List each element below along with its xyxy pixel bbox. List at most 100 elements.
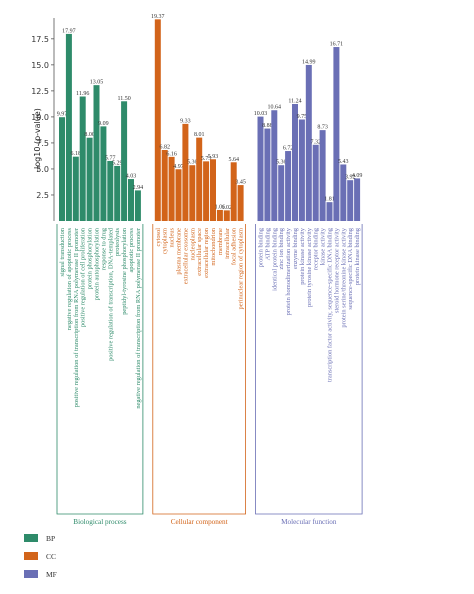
bar-bp [59,117,65,221]
data-label: 17.97 [62,28,76,34]
legend-label-mf: MF [46,570,57,579]
data-label: 8.88 [262,123,273,129]
data-label: 5.36 [276,160,287,166]
data-label: 4.97 [173,164,184,170]
category-label: zinc ion binding [278,227,285,269]
data-label: 3.45 [235,180,246,186]
data-label: 2.94 [133,185,144,191]
data-label: 5.43 [338,159,349,165]
bar-mf [319,130,326,221]
category-label: kinase activity [320,227,327,265]
data-label: 6.18 [71,151,82,157]
bar-cc [168,156,175,221]
y-tick-label: 15.0 [31,61,49,70]
category-label: extracellular region [203,227,210,278]
data-label: 7.32 [310,139,321,145]
data-label: 5.73 [201,156,212,162]
bar-cc [161,150,168,221]
data-label: 1.81 [324,197,335,203]
legend-swatch-cc [24,552,38,560]
bar-mf [340,164,347,221]
data-label: 4.03 [126,174,137,180]
category-label: positive regulation of cell proliferatio… [80,227,87,327]
bar-cc [223,210,230,221]
data-label: 9.33 [180,118,191,124]
bar-bp [72,156,79,221]
data-label: 11.96 [76,91,89,97]
group-bracket-mf [255,224,363,515]
category-label: extracellular space [196,228,203,276]
category-label: cytoplasm [162,228,169,254]
category-label: protein autophosphorylation [94,227,101,300]
category-label: apoptotic process [128,227,135,272]
bar-bp [93,85,100,222]
bar-bp [128,179,134,221]
bar-cc [154,19,161,221]
category-label: sequence-specific DNA binding [347,227,354,309]
group-brackets: Biological process Cellular component Mole… [56,224,363,526]
bar-mf [312,144,319,221]
legend-label-cc: CC [46,552,56,561]
category-label: response to drug [100,227,107,270]
group-label-cc: Cellular component [171,518,228,526]
data-label: 3.92 [345,175,356,181]
bar-mf [264,128,271,221]
category-label: membrane [217,228,224,255]
y-tick-label: 10.0 [31,113,49,122]
category-label: protein kinase activity [299,227,306,285]
y-axis: 2.5 5.0 7.5 10.0 12.5 15.0 17.5 [31,18,55,221]
category-label: plasma membrane [176,228,183,275]
data-label: 9.75 [297,114,308,120]
legend-label-bp: BP [46,534,55,543]
category-label: enzyme binding [292,227,299,269]
bar-mf [278,165,285,221]
category-label: protein tyrosine kinase activity [306,227,313,307]
data-label: 19.37 [151,14,165,20]
bar-bp [134,190,141,221]
bar-cc [196,137,203,221]
bar-cc [216,209,223,221]
legend-swatch-mf [24,570,38,578]
bar-bp [79,96,86,221]
bar-mf [298,119,305,221]
y-tick-label: 17.5 [31,35,49,44]
bar-mf [305,64,312,221]
data-label: 9.09 [98,121,109,127]
data-label: 1.06 [215,204,226,210]
y-tick-label: 12.5 [31,87,49,96]
bar-mf [326,202,333,221]
category-label: perinuclear region of cytoplasm [238,228,245,309]
bar-mf [257,116,264,221]
category-label: extracellular exosome [182,228,189,284]
y-tick-label: 5.0 [36,165,49,174]
data-label: 5.77 [105,155,116,161]
data-label: 11.24 [288,98,301,104]
bars: 9.97 17.97 6.18 11.96 8.00 13.05 9.09 5.775.29 1… [57,14,362,222]
data-label: 14.99 [302,59,316,65]
category-label: receptor binding [313,227,320,270]
category-label: protein homodimerization activity [285,227,292,315]
data-label: 9.97 [57,112,68,118]
y-axis-title: -log10 (p-value) [33,108,42,172]
bar-bp [114,165,121,221]
data-label: 1.02 [222,205,233,211]
y-tick-label: 7.5 [36,139,49,148]
bar-cc [237,185,244,221]
data-label: 16.71 [330,42,344,48]
group-label-mf: Molecular function [281,518,337,526]
group-bracket-bp [56,224,144,515]
bar-cc [203,161,210,221]
bar-mf [271,110,278,221]
data-label: 6.82 [159,145,170,151]
category-label: protein binding [258,227,265,267]
bar-bp [86,137,93,221]
legend: BP CC MF [24,534,57,579]
category-label: peptidyl-tyrosine phosphorylation [121,227,128,315]
bar-mf [347,180,354,221]
group-bracket-cc [152,224,247,515]
category-label: nucleus [169,227,176,247]
data-label: 5.64 [228,157,239,163]
data-label: 10.64 [268,105,282,111]
bar-mf [354,178,361,221]
